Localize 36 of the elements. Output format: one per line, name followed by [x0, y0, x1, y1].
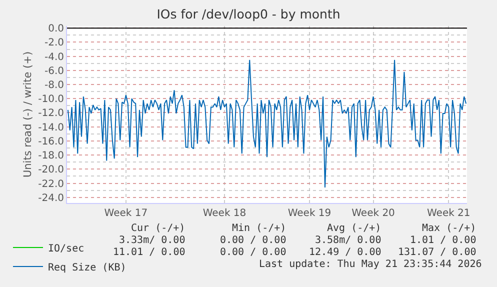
y-tick-label: -6.0 [44, 66, 64, 77]
text: 0.00 / 0.00 [220, 235, 286, 246]
text: Last update: Thu May 21 23:35:44 2026 [259, 259, 482, 270]
x-tick-label: Week 21 [426, 208, 470, 219]
y-tick-label: -2.0 [44, 38, 64, 49]
text: 131.07 / 0.00 [398, 247, 476, 258]
text: 11.01 / 0.00 [113, 247, 186, 258]
text: 1.01 / 0.00 [410, 235, 476, 246]
x-tick-label: Week 18 [202, 208, 246, 219]
x-tick-label: Week 19 [288, 208, 332, 219]
y-tick-label: -16.0 [38, 136, 64, 148]
text: 0.00 / 0.00 [220, 247, 286, 258]
y-tick-label: -20.0 [38, 164, 64, 176]
y-tick-label: -24.0 [38, 192, 64, 204]
y-tick-label: -4.0 [44, 52, 64, 63]
chart-title: IOs for /dev/loop0 - by month [156, 6, 340, 22]
y-tick-label: -10.0 [38, 94, 64, 106]
text: 12.49 / 0.00 [309, 247, 382, 258]
text: Max (-/+) [422, 223, 476, 234]
text: 3.33m/ 0.00 [119, 235, 186, 246]
text: Avg (-/+) [327, 223, 382, 234]
legend-label: Req Size (KB) [48, 262, 126, 274]
y-tick-label: -18.0 [38, 150, 64, 162]
y-tick-label: -22.0 [38, 178, 64, 190]
y-tick-label: -14.0 [38, 122, 64, 134]
y-tick-label: -12.0 [38, 108, 64, 120]
text: 3.58m/ 0.00 [315, 235, 382, 246]
y-tick-label: -8.0 [44, 80, 64, 92]
text: Cur (-/+) [131, 223, 186, 234]
line-series [67, 59, 467, 188]
legend-label: IO/sec [48, 243, 84, 254]
x-tick-label: Week 17 [104, 208, 148, 219]
text: Min (-/+) [232, 223, 286, 234]
y-tick-label: 0.0 [48, 24, 64, 35]
x-tick-label: Week 20 [352, 208, 395, 219]
y-axis-title: Units read (-) / write (+) [22, 51, 34, 178]
